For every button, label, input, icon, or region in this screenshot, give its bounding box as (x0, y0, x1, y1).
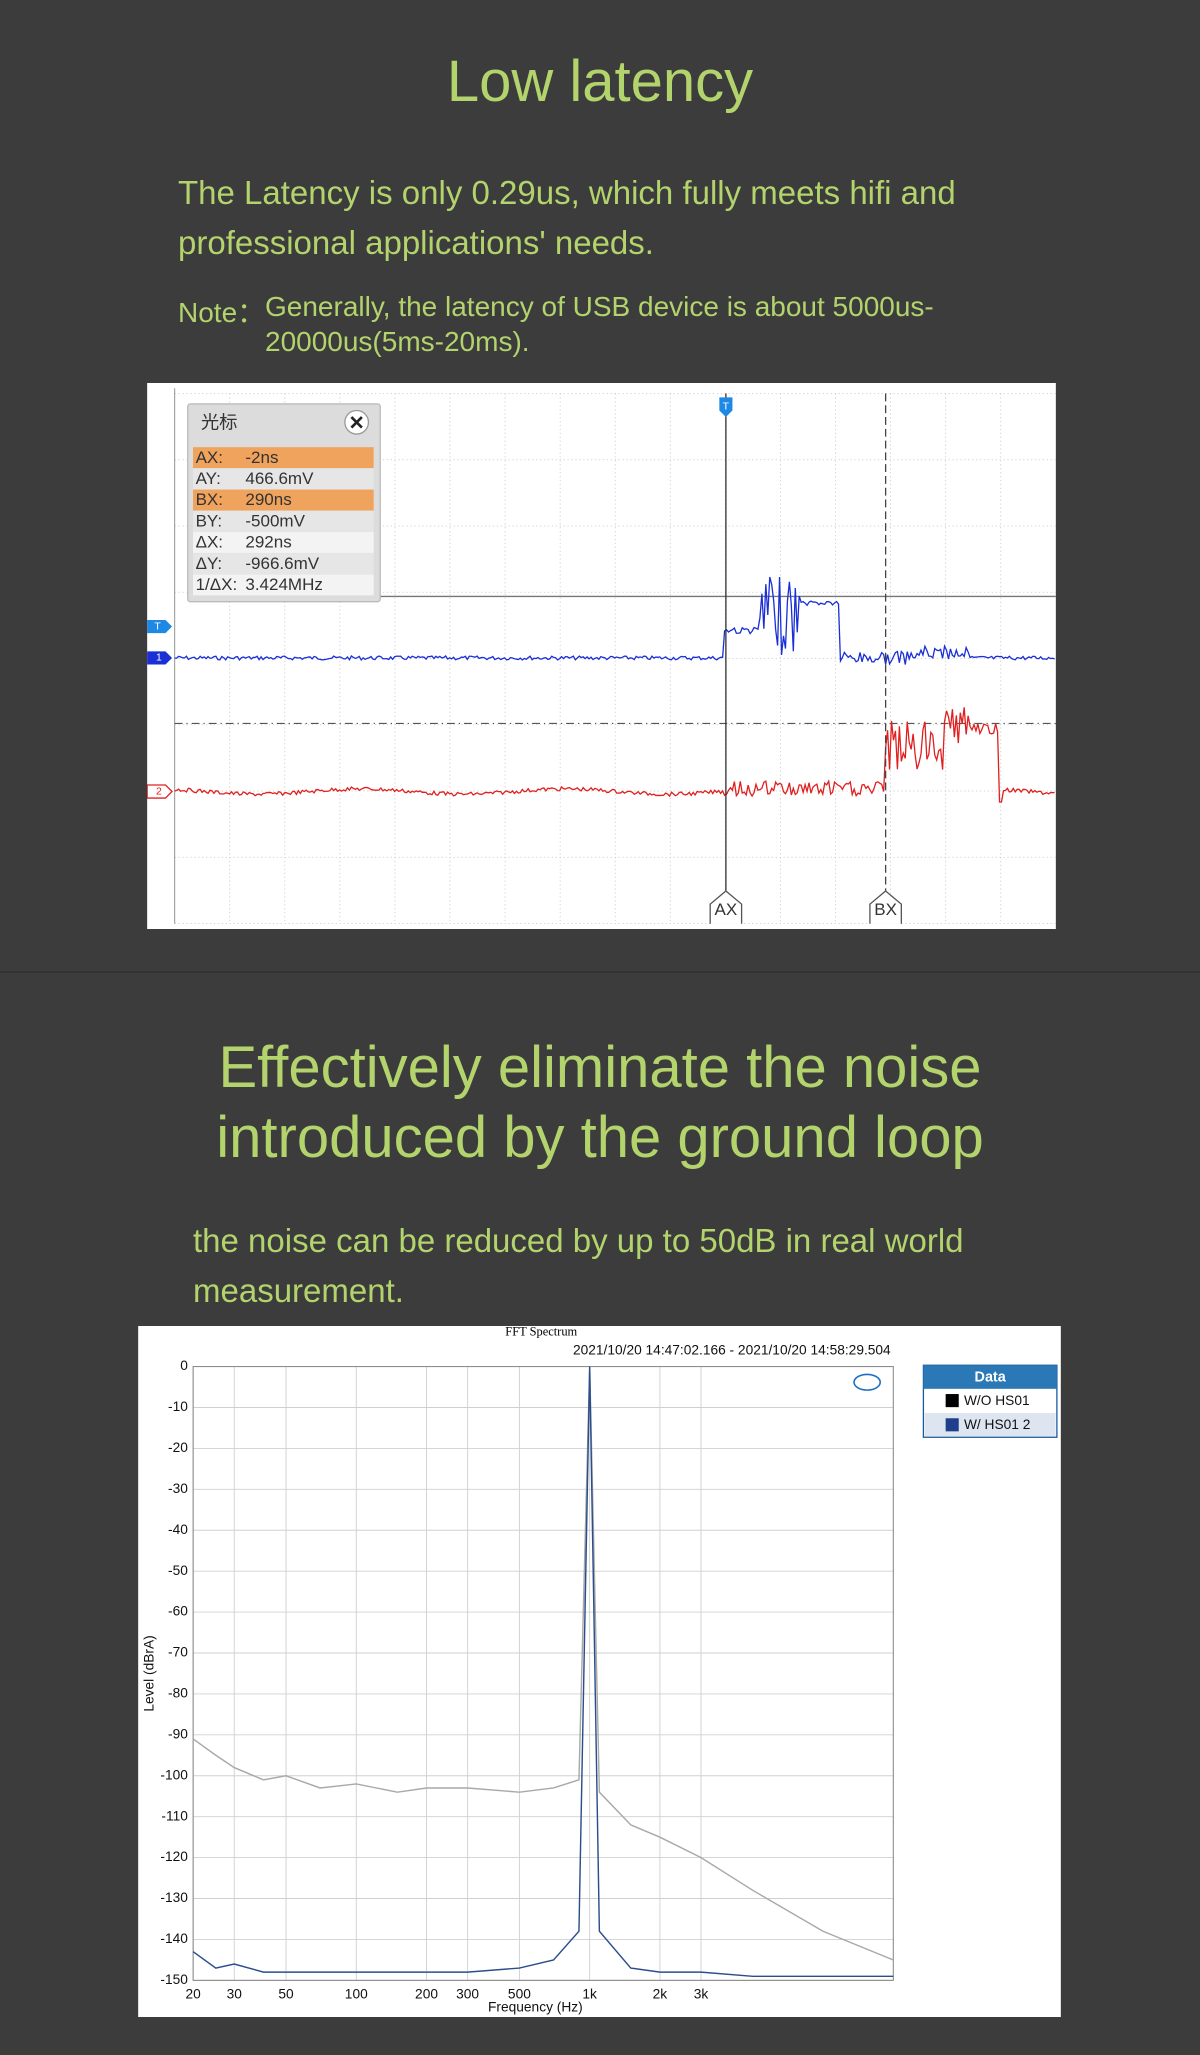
x-tick-label: 1k (582, 1986, 597, 2001)
logo (853, 1373, 882, 1391)
legend-label: W/O HS01 (964, 1393, 1030, 1408)
y-tick-label: -130 (160, 1890, 188, 1905)
plot-frame (192, 1366, 894, 1981)
y-axis-label: Level (dBrA) (142, 1635, 157, 1711)
row-value: -500mV (245, 511, 305, 530)
channel-marker (147, 784, 173, 799)
row-value: 466.6mV (245, 469, 314, 488)
y-tick-label: -140 (160, 1931, 188, 1946)
y-tick-label: -80 (168, 1686, 188, 1701)
panel-row (192, 468, 374, 490)
y-tick-label: -90 (168, 1726, 188, 1741)
row-label: BX: (196, 490, 223, 509)
cursor-label: BX (874, 900, 897, 919)
x-tick-label: 500 (508, 1986, 531, 2001)
text-line: The Latency is only 0.29us, which fully … (178, 174, 956, 211)
x-tick-label: 50 (278, 1986, 294, 2001)
trace (174, 707, 1055, 803)
y-tick-label: -50 (168, 1563, 188, 1578)
row-label: AX: (196, 448, 223, 467)
y-tick-label: -60 (168, 1604, 188, 1619)
row-label: 1/ΔX: (196, 575, 238, 594)
channel-marker (147, 651, 173, 665)
channel-marker (147, 619, 173, 634)
legend-title: Data (975, 1369, 1007, 1385)
close-icon (350, 416, 363, 429)
chart-title: FFT Spectrum (505, 1326, 577, 1338)
legend-header (923, 1365, 1057, 1389)
x-axis-label: Frequency (Hz) (488, 1999, 583, 2014)
legend-label: W/ HS01 2 (964, 1417, 1030, 1432)
row-value: 3.424MHz (245, 575, 323, 594)
divider (0, 971, 1200, 973)
section-title: introduced by the ground loop (216, 1105, 984, 1170)
x-tick-label: 30 (227, 1986, 243, 2001)
row-value: 290ns (245, 490, 291, 509)
title: Low latency (446, 49, 754, 114)
y-tick-label: -10 (168, 1399, 188, 1414)
panel-row (192, 489, 374, 511)
trigger-label: T (723, 401, 730, 412)
channel-label: T (154, 621, 161, 632)
x-tick-label: 100 (345, 1986, 368, 2001)
y-tick-label: -40 (168, 1522, 188, 1537)
note-line: 20000us(5ms-20ms). (265, 326, 530, 357)
legend-swatch (945, 1418, 959, 1432)
row-value: -966.6mV (245, 554, 319, 573)
text-line: the noise can be reduced by up to 50dB i… (193, 1222, 964, 1259)
row-value: 292ns (245, 533, 291, 552)
x-tick-label: 300 (456, 1986, 479, 2001)
y-tick-label: -120 (160, 1849, 188, 1864)
channel-label: 2 (156, 786, 162, 797)
panel-row (192, 510, 374, 532)
x-tick-label: 200 (415, 1986, 438, 2001)
chart-subtitle: 2021/10/20 14:47:02.166 - 2021/10/20 14:… (573, 1342, 891, 1357)
panel-row (192, 574, 374, 596)
x-tick-label: 2k (653, 1986, 668, 2001)
series-line (192, 1366, 894, 1961)
panel-title: 光标 (201, 411, 238, 432)
section-title: Effectively eliminate the noise (218, 1035, 982, 1100)
series-line (192, 1366, 894, 1978)
y-tick-label: -30 (168, 1481, 188, 1496)
row-label: BY: (196, 511, 223, 530)
fft-chart: FFT Spectrum 2021/10/20 14:47:02.166 - 20… (138, 1326, 1061, 2017)
y-tick-label: -20 (168, 1440, 188, 1455)
y-tick-label: -100 (160, 1767, 188, 1782)
panel-row (192, 532, 374, 553)
y-tick-label: -110 (161, 1808, 188, 1823)
legend-swatch (945, 1394, 959, 1408)
text-line: measurement. (193, 1272, 404, 1309)
trace (174, 576, 1055, 666)
cursor-label: AX (715, 900, 738, 919)
row-label: AY: (196, 469, 221, 488)
y-tick-label: -150 (160, 1972, 188, 1987)
panel-row (192, 447, 374, 469)
note-label: Note： (178, 297, 266, 328)
text-line: professional applications' needs. (178, 224, 654, 261)
cursor-tag (869, 890, 902, 924)
x-tick-label: 20 (186, 1986, 202, 2001)
x-tick-label: 3k (694, 1986, 709, 2001)
channel-label: 1 (156, 653, 162, 664)
y-tick-label: -70 (168, 1645, 188, 1660)
panel-row (192, 553, 374, 575)
row-label: ΔY: (196, 554, 223, 573)
cursor-tag (709, 890, 743, 924)
row-value: -2ns (245, 448, 278, 467)
note-line: Generally, the latency of USB device is … (265, 291, 934, 322)
trigger-marker (719, 397, 733, 418)
row-label: ΔX: (196, 533, 223, 552)
y-tick-label: 0 (180, 1358, 188, 1373)
oscilloscope: AX BX T T 1 2 光标 AX: -2ns AY: 466.6mV BX: 290ns BY: -5… (147, 383, 1056, 929)
